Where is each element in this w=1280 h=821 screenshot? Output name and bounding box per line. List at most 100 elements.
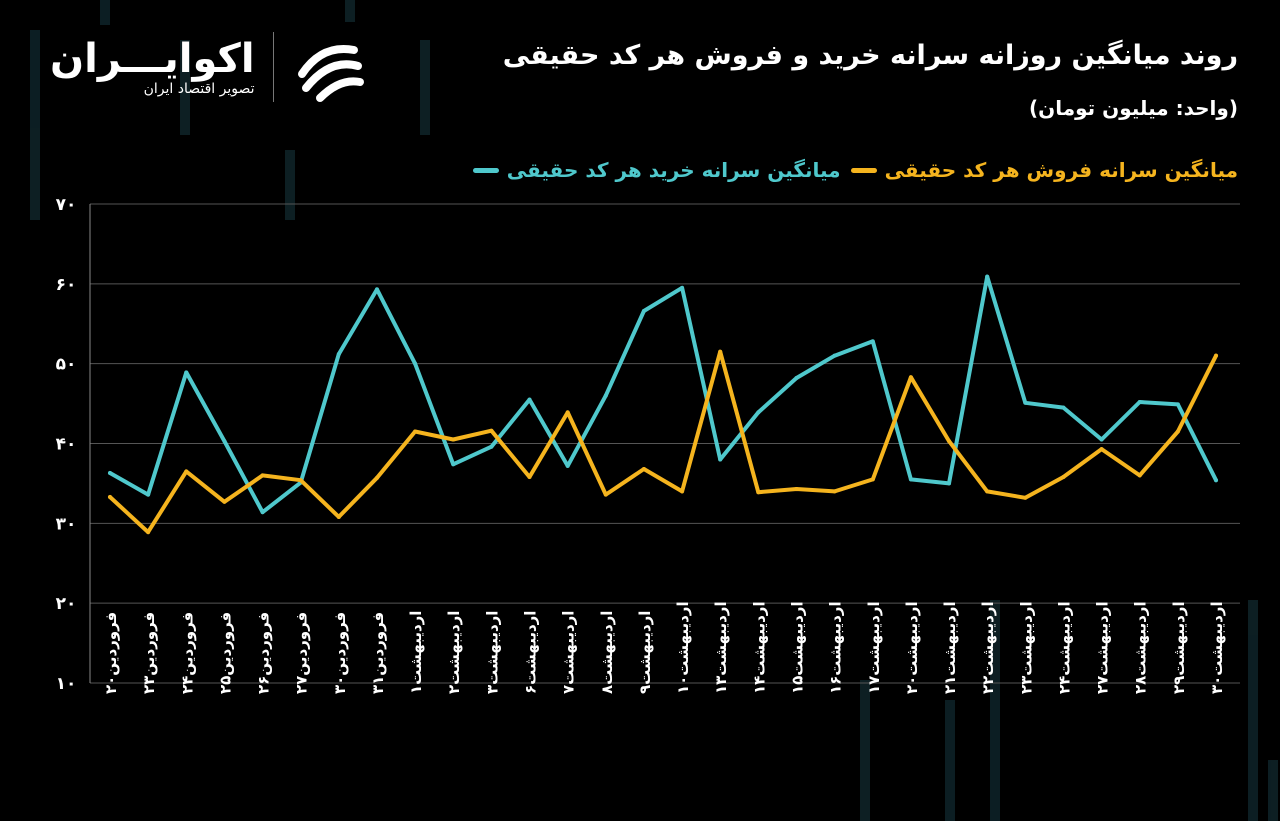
x-tick-label: اردیبهشت۱۰ <box>674 601 692 694</box>
x-tick-label: اردیبهشت۱ <box>407 611 425 694</box>
y-tick-label: ۴۰ <box>56 435 77 455</box>
y-tick-label: ۷۰ <box>56 195 77 215</box>
y-tick-label: ۳۰ <box>56 514 77 534</box>
x-tick-label: اردیبهشت۹ <box>636 611 654 694</box>
data-point-sell <box>680 489 685 494</box>
x-tick-label: فروردین۲۷ <box>293 612 311 694</box>
data-point-sell <box>1099 447 1104 452</box>
brand-name: اکوایـــران <box>50 36 255 82</box>
x-tick-label: فروردین۳۰ <box>331 612 349 694</box>
x-tick-label: اردیبهشت۲۸ <box>1132 601 1150 694</box>
data-point-buy <box>451 462 456 467</box>
brand-mark-icon <box>297 45 364 102</box>
x-tick-label: اردیبهشت۲ <box>445 611 463 694</box>
data-point-buy <box>1214 478 1218 483</box>
legend-label-sell: میانگین سرانه فروش هر کد حقیقی <box>884 158 1238 182</box>
x-tick-label: اردیبهشت۲۰ <box>903 601 921 694</box>
x-tick-label: اردیبهشت۳۰ <box>1208 601 1226 694</box>
brand-logo: اکوایـــران تصویر اقتصاد ایران <box>50 30 366 104</box>
data-point-buy <box>985 274 990 279</box>
data-point-buy <box>184 370 189 375</box>
chart-legend: میانگین سرانه خرید هر کد حقیقی میانگین س… <box>472 158 1238 182</box>
series-line-sell <box>108 349 1218 535</box>
data-point-buy <box>756 410 761 415</box>
chart-unit: (واحد: میلیون تومان) <box>1029 96 1238 120</box>
data-point-buy <box>260 510 265 515</box>
data-point-buy <box>1061 405 1066 410</box>
chart-title: روند میانگین روزانه سرانه خرید و فروش هر… <box>502 40 1238 71</box>
data-point-sell <box>985 489 990 494</box>
x-tick-label: اردیبهشت۲۹ <box>1170 601 1188 694</box>
data-point-sell <box>298 478 303 483</box>
x-tick-label: فروردین۲۶ <box>255 612 273 694</box>
data-point-buy <box>908 477 913 482</box>
data-point-sell <box>1137 473 1142 478</box>
x-tick-label: اردیبهشت۲۳ <box>1017 601 1035 694</box>
data-point-sell <box>146 530 151 535</box>
x-tick-label: اردیبهشت۱۵ <box>788 601 806 694</box>
x-tick-label: اردیبهشت۱۶ <box>827 601 845 694</box>
data-point-sell <box>527 475 532 480</box>
data-point-sell <box>451 437 456 442</box>
data-point-sell <box>794 487 799 492</box>
x-tick-label: فروردین۲۵ <box>216 612 234 694</box>
data-point-buy <box>1023 400 1028 405</box>
x-tick-label: اردیبهشت۲۷ <box>1094 601 1112 694</box>
y-tick-label: ۲۰ <box>56 594 77 614</box>
x-tick-label: اردیبهشت۱۳ <box>712 601 730 694</box>
data-point-buy <box>603 393 608 398</box>
data-point-sell <box>756 490 761 495</box>
data-point-buy <box>947 481 952 486</box>
x-tick-label: اردیبهشت۲۴ <box>1055 601 1073 694</box>
data-point-buy <box>1137 399 1142 404</box>
data-point-sell <box>374 475 379 480</box>
data-point-sell <box>222 499 227 504</box>
legend-swatch-sell <box>850 167 877 173</box>
data-point-buy <box>489 444 494 449</box>
data-point-buy <box>108 471 112 476</box>
series-line-buy <box>108 274 1218 515</box>
data-point-sell <box>870 477 875 482</box>
x-tick-label: اردیبهشت۱۴ <box>750 601 768 694</box>
x-tick-label: فروردین۲۳ <box>140 612 158 694</box>
x-tick-label: اردیبهشت۶ <box>522 611 540 694</box>
data-point-buy <box>374 287 379 292</box>
x-tick-label: فروردین۲۰ <box>102 612 120 694</box>
legend-item-sell: میانگین سرانه فروش هر کد حقیقی <box>850 158 1238 182</box>
data-point-sell <box>108 494 112 499</box>
data-point-buy <box>146 492 151 497</box>
data-point-buy <box>832 353 837 358</box>
data-point-buy <box>1099 437 1104 442</box>
x-tick-label: فروردین۲۴ <box>178 612 196 694</box>
data-point-buy <box>413 361 418 366</box>
x-tick-label: اردیبهشت۸ <box>598 611 616 694</box>
data-point-sell <box>1023 495 1028 500</box>
legend-swatch-buy <box>472 167 499 173</box>
brand-text: اکوایـــران تصویر اقتصاد ایران <box>50 37 255 97</box>
x-tick-label: اردیبهشت۲۲ <box>979 601 997 694</box>
data-point-sell <box>603 492 608 497</box>
data-point-sell <box>908 375 913 380</box>
data-point-buy <box>222 439 227 444</box>
data-point-buy <box>336 352 341 357</box>
data-point-buy <box>641 308 646 313</box>
brand-tagline: تصویر اقتصاد ایران <box>143 81 255 97</box>
x-tick-label: اردیبهشت۲۱ <box>941 601 959 694</box>
data-point-buy <box>794 376 799 381</box>
legend-item-buy: میانگین سرانه خرید هر کد حقیقی <box>472 158 841 182</box>
data-point-sell <box>413 429 418 434</box>
x-tick-label: اردیبهشت۷ <box>560 611 578 694</box>
y-tick-label: ۶۰ <box>56 275 77 295</box>
data-point-sell <box>489 428 494 433</box>
data-point-sell <box>184 469 189 474</box>
data-point-buy <box>527 397 532 402</box>
data-point-sell <box>336 514 341 519</box>
data-point-buy <box>565 463 570 468</box>
data-point-sell <box>947 439 952 444</box>
legend-label-buy: میانگین سرانه خرید هر کد حقیقی <box>506 158 841 182</box>
data-point-sell <box>718 349 723 354</box>
data-point-sell <box>1214 353 1218 358</box>
y-tick-label: ۱۰ <box>56 674 77 694</box>
